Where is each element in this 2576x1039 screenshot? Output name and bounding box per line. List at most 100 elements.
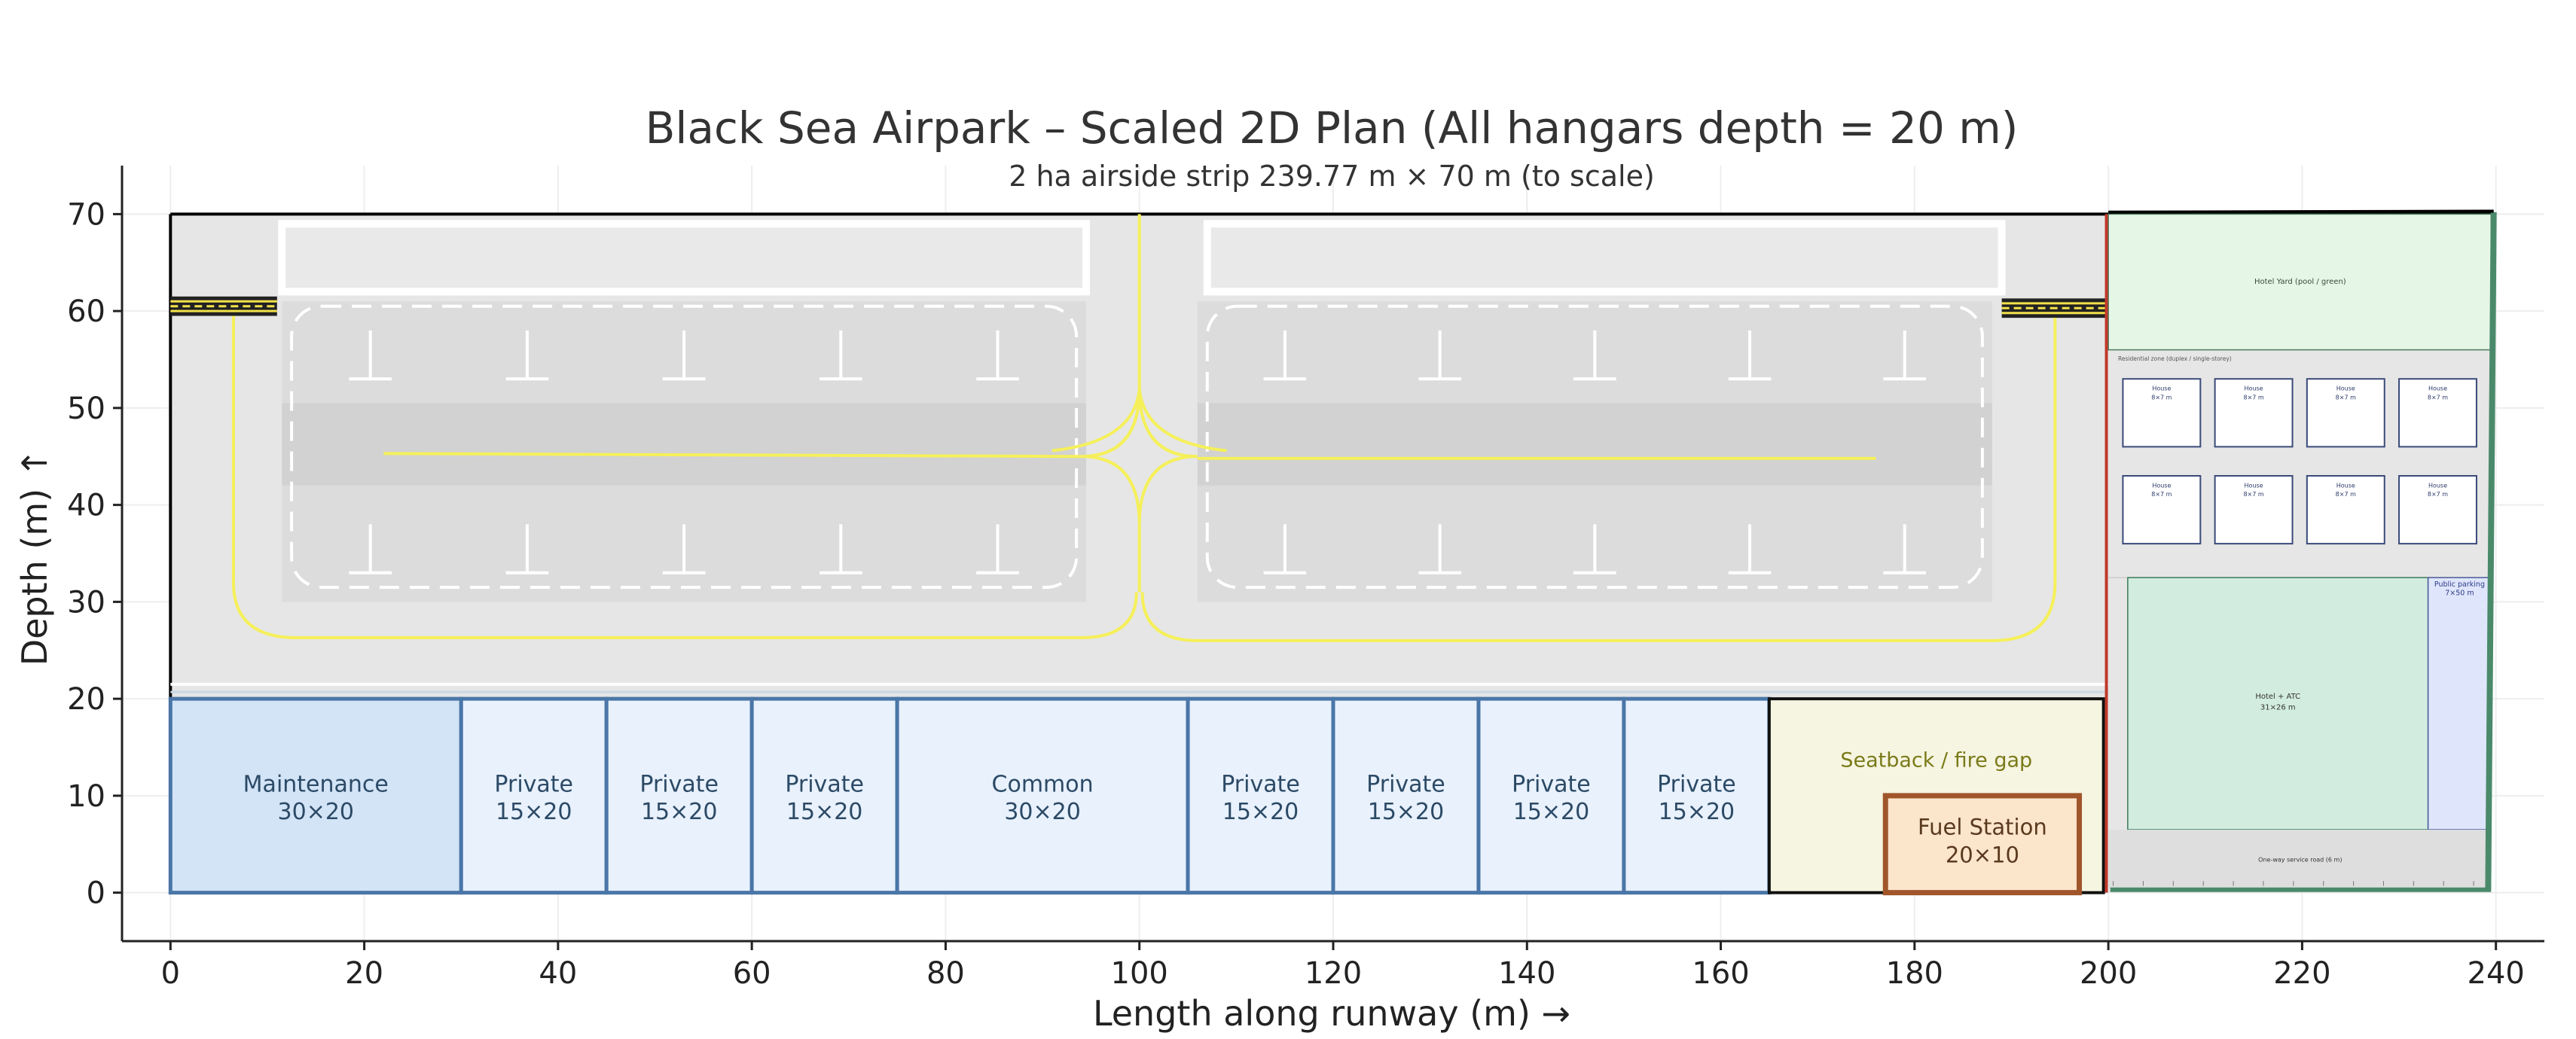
apron-taxilane bbox=[1197, 403, 1992, 486]
west-runway-threshold bbox=[170, 296, 277, 316]
house-label: House bbox=[2152, 385, 2171, 392]
house-label: House bbox=[2336, 482, 2355, 489]
landside-zone: Hotel Yard (pool / green) Residential zon… bbox=[2104, 209, 2497, 893]
y-tick-label: 0 bbox=[87, 876, 105, 911]
hangar-size: 15×20 bbox=[1659, 799, 1735, 825]
hangar-common bbox=[895, 696, 1190, 895]
hangar-label: Private bbox=[1657, 772, 1736, 798]
y-axis-label: Depth (m) ↑ bbox=[14, 449, 55, 666]
hangar-label: Private bbox=[639, 772, 719, 798]
house bbox=[2214, 475, 2294, 545]
hangar-label: Common bbox=[992, 772, 1094, 798]
y-tick-label: 30 bbox=[67, 585, 105, 620]
x-tick-label: 40 bbox=[539, 956, 577, 991]
house-size: 8×7 m bbox=[2243, 394, 2263, 401]
house bbox=[2306, 475, 2385, 545]
y-tick-label: 50 bbox=[67, 392, 105, 426]
fuel-station bbox=[1882, 793, 2083, 896]
plan-title: Black Sea Airpark – Scaled 2D Plan (All … bbox=[646, 102, 2019, 154]
east-runway-threshold bbox=[2001, 298, 2109, 318]
x-tick-label: 20 bbox=[345, 956, 383, 991]
y-tick-label: 40 bbox=[67, 489, 105, 523]
parking-size: 7×50 m bbox=[2445, 589, 2474, 597]
x-tick-label: 0 bbox=[161, 956, 180, 991]
hotel-yard-label: Hotel Yard (pool / green) bbox=[2254, 278, 2346, 286]
hangar-size: 15×20 bbox=[1222, 799, 1299, 825]
hangar-size: 15×20 bbox=[1368, 799, 1444, 825]
hangar-label: Private bbox=[1366, 772, 1445, 798]
house-size: 8×7 m bbox=[2336, 491, 2356, 498]
house-label: House bbox=[2152, 482, 2171, 489]
residential-zone-label: Residential zone (duplex / single-storey… bbox=[2118, 355, 2232, 362]
house-size: 8×7 m bbox=[2336, 394, 2356, 401]
house-size: 8×7 m bbox=[2428, 491, 2448, 498]
house bbox=[2122, 475, 2202, 545]
x-tick-label: 120 bbox=[1305, 956, 1362, 991]
x-axis-label: Length along runway (m) → bbox=[1093, 993, 1570, 1034]
taxi-loop-east bbox=[1140, 318, 2057, 642]
hangar-size: 15×20 bbox=[1513, 799, 1589, 825]
y-tick-label: 70 bbox=[67, 197, 105, 232]
hangar-label: Maintenance bbox=[243, 772, 389, 798]
hangar-size: 30×20 bbox=[278, 799, 354, 825]
hotel-atc bbox=[2127, 577, 2429, 830]
apron-areas bbox=[282, 301, 1992, 602]
x-tick-label: 100 bbox=[1111, 956, 1168, 991]
x-tick-label: 220 bbox=[2273, 956, 2330, 991]
service-road bbox=[2108, 829, 2492, 888]
apron-taxilane bbox=[282, 403, 1086, 486]
seatback-label: Seatback / fire gap bbox=[1840, 748, 2032, 772]
hangar-label: Private bbox=[1512, 772, 1591, 798]
fuel-station-label: Fuel Station bbox=[1918, 814, 2047, 839]
service-road-label: One-way service road (6 m) bbox=[2258, 856, 2342, 863]
hangar-private bbox=[1186, 696, 1335, 895]
hangar-size: 15×20 bbox=[496, 799, 572, 825]
hangar-label: Private bbox=[1221, 772, 1300, 798]
house-label: House bbox=[2336, 385, 2355, 392]
x-tick-label: 140 bbox=[1498, 956, 1555, 991]
hangar-row: Maintenance30×20Private15×20Private15×20… bbox=[168, 696, 2105, 896]
house bbox=[2398, 378, 2477, 448]
hangar-size: 15×20 bbox=[786, 799, 862, 825]
landside-fence-east bbox=[2485, 212, 2497, 890]
house-label: House bbox=[2428, 482, 2447, 489]
x-tick-label: 80 bbox=[926, 956, 965, 991]
x-tick-label: 160 bbox=[1692, 956, 1749, 991]
taxi-loop-west bbox=[231, 315, 1138, 640]
x-tick-label: 180 bbox=[1886, 956, 1943, 991]
taxiway-markings bbox=[231, 214, 2057, 642]
hangar-maintenance bbox=[168, 696, 463, 895]
hotel-yard bbox=[2107, 213, 2492, 351]
hangar-size: 30×20 bbox=[1004, 799, 1080, 825]
hotel-size: 31×26 m bbox=[2260, 703, 2296, 711]
plan-subtitle: 2 ha airside strip 239.77 m × 70 m (to s… bbox=[1009, 160, 1655, 193]
house bbox=[2214, 378, 2294, 448]
house bbox=[2398, 475, 2477, 545]
north-road-strip bbox=[1203, 220, 2006, 296]
x-tick-label: 60 bbox=[733, 956, 771, 991]
x-tick-label: 200 bbox=[2080, 956, 2137, 991]
y-tick-label: 20 bbox=[67, 682, 105, 717]
hangar-private bbox=[1476, 696, 1626, 895]
hangar-size: 15×20 bbox=[641, 799, 717, 825]
house-label: House bbox=[2428, 385, 2447, 392]
fuel-station-size: 20×10 bbox=[1946, 842, 2019, 868]
house-size: 8×7 m bbox=[2428, 394, 2448, 401]
house-label: House bbox=[2245, 385, 2263, 392]
x-tick-label: 240 bbox=[2468, 956, 2525, 991]
hangar-private bbox=[749, 696, 899, 895]
north-road-strip bbox=[278, 220, 1090, 296]
house bbox=[2122, 378, 2202, 448]
parking-label: Public parking bbox=[2434, 580, 2485, 589]
taxi-junction-curve bbox=[1137, 388, 1227, 452]
house-size: 8×7 m bbox=[2151, 491, 2172, 498]
hangar-label: Private bbox=[494, 772, 573, 798]
y-tick-label: 60 bbox=[67, 294, 105, 329]
hangar-label: Private bbox=[785, 772, 864, 798]
house bbox=[2306, 378, 2385, 448]
taxi-junction-curve bbox=[1051, 388, 1141, 452]
hotel-label: Hotel + ATC bbox=[2255, 693, 2300, 701]
axes: 0 20 40 60 80 100 120 140 160 180 200 220 240 0 10 20 30… bbox=[67, 166, 2544, 991]
public-parking bbox=[2427, 577, 2492, 830]
